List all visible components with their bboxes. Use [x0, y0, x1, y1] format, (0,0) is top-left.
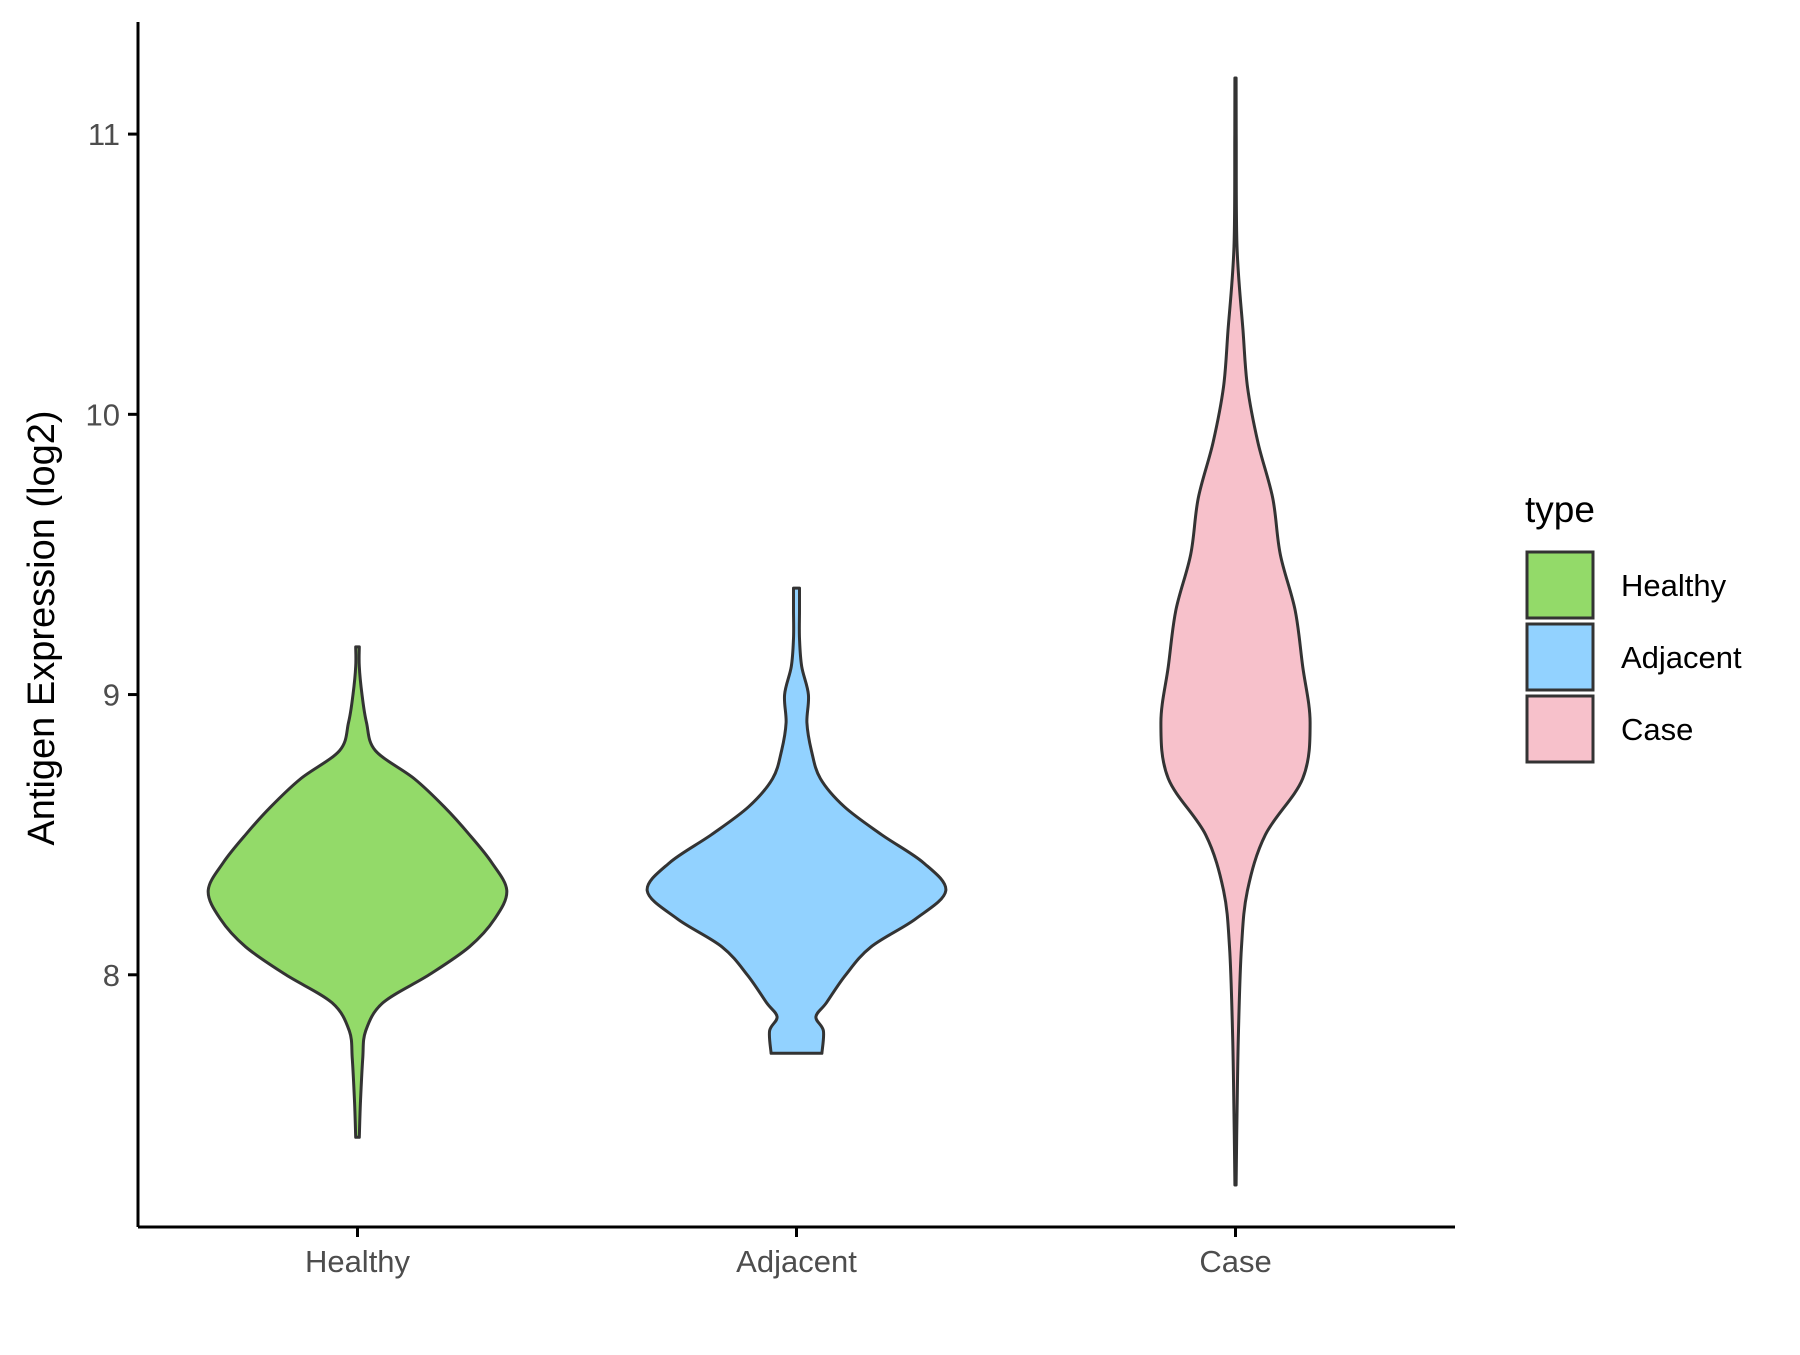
x-tick-label: Adjacent	[736, 1244, 857, 1279]
legend-label-case: Case	[1621, 712, 1693, 747]
x-tick-label: Healthy	[305, 1244, 411, 1279]
legend-label-adjacent: Adjacent	[1621, 640, 1742, 675]
violin-layer	[206, 76, 1312, 1187]
y-axis-title: Antigen Expression (log2)	[21, 410, 63, 845]
y-tick-label: 10	[86, 397, 120, 432]
y-tick-label: 9	[103, 678, 120, 713]
violin-healthy	[206, 645, 509, 1139]
violin-case	[1159, 76, 1312, 1187]
legend-title: type	[1525, 489, 1595, 530]
legend-key-case	[1525, 694, 1595, 764]
legend: Healthy Adjacent Case	[1525, 550, 1742, 764]
y-tick-label: 11	[88, 117, 120, 152]
legend-label-healthy: Healthy	[1621, 568, 1727, 603]
x-tick-label: Case	[1199, 1244, 1271, 1279]
violin-adjacent	[645, 586, 948, 1055]
y-axis-ticks: 8 9 10 11	[86, 117, 138, 993]
x-axis-ticks: Healthy Adjacent Case	[305, 1227, 1272, 1279]
legend-key-healthy	[1525, 550, 1595, 620]
y-tick-label: 8	[103, 958, 120, 993]
legend-key-adjacent	[1525, 622, 1595, 692]
